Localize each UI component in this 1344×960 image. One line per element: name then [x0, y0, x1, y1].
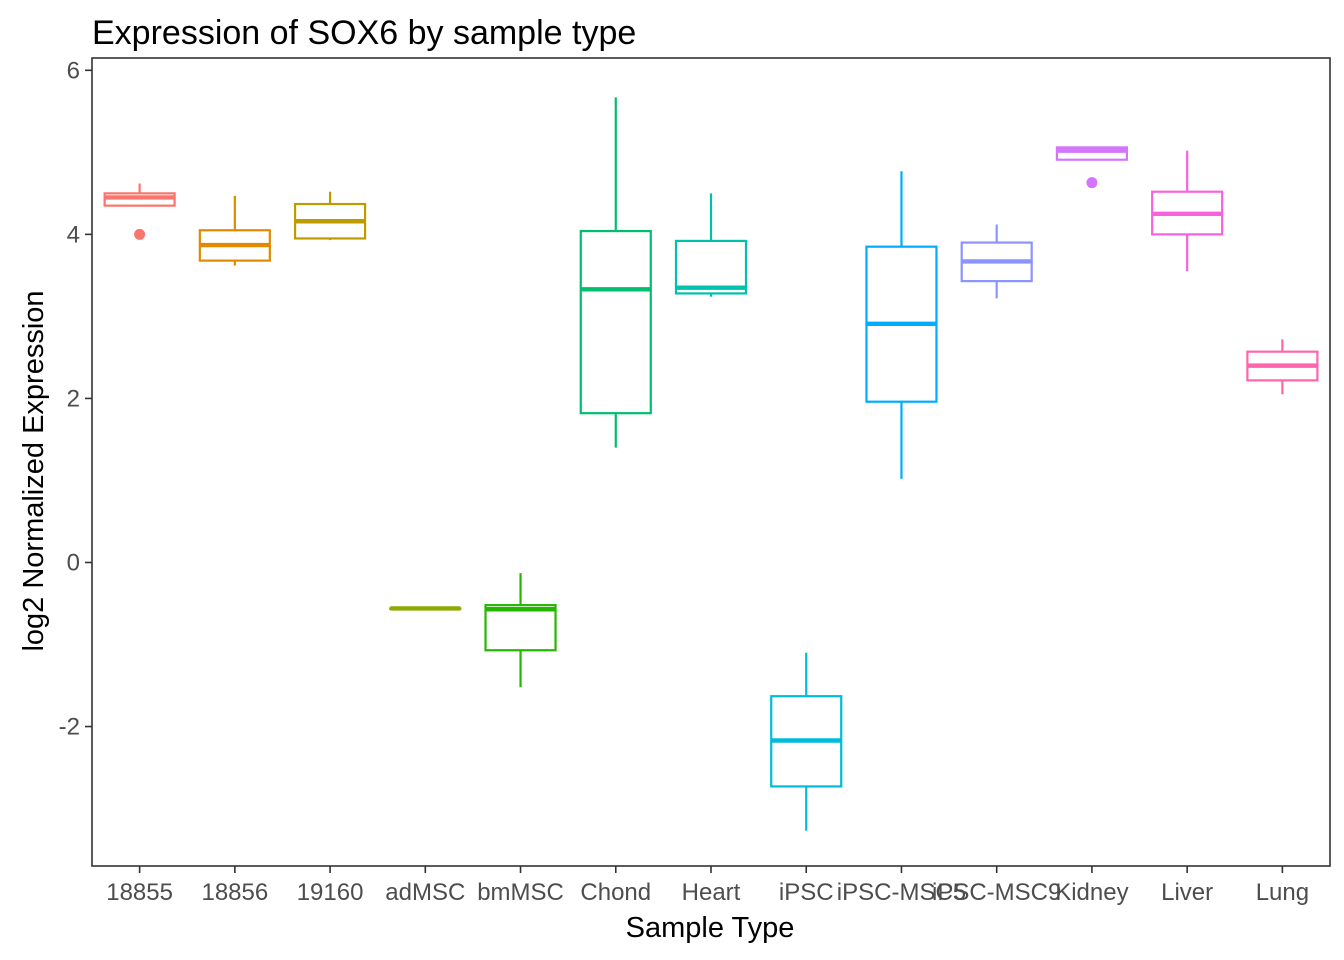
- box-group: [198, 195, 271, 266]
- box-group: [484, 573, 557, 688]
- x-tick-label: Kidney: [1055, 879, 1128, 906]
- x-tick-label: iPSC-MSC5: [837, 879, 966, 906]
- x-tick-label: bmMSC: [477, 879, 564, 906]
- x-tick-label: 18855: [106, 879, 173, 906]
- y-tick-label: 0: [67, 549, 80, 576]
- x-tick-label: 18856: [201, 879, 268, 906]
- x-tick-label: adMSC: [385, 879, 465, 906]
- y-tick-label: -2: [59, 714, 80, 741]
- x-tick-label: Chond: [580, 879, 651, 906]
- box-group: [865, 171, 938, 479]
- x-tick-label: iPSC: [779, 879, 834, 906]
- x-axis: 18855 18856 19160 adMSC bmMSC Chond Heart iPSC i…: [106, 866, 1309, 906]
- box-group: [1151, 150, 1224, 272]
- box-group: [103, 183, 176, 240]
- box-group: [389, 606, 462, 611]
- x-tick-label: Lung: [1256, 879, 1309, 906]
- y-tick-label: 6: [67, 57, 80, 84]
- box-group: [960, 224, 1033, 299]
- outlier-point: [134, 228, 146, 240]
- chart-title: Expression of SOX6 by sample type: [92, 14, 636, 52]
- box-group: [674, 193, 748, 297]
- box-group: [579, 97, 652, 448]
- y-tick-label: 2: [67, 385, 80, 412]
- box-body: [484, 604, 557, 652]
- box-group: [1055, 146, 1129, 189]
- outlier-point: [1086, 177, 1098, 189]
- x-tick-label: Heart: [682, 879, 741, 906]
- box-group: [293, 191, 367, 241]
- box-body: [674, 239, 748, 295]
- box-group: [1246, 339, 1319, 395]
- y-tick-label: 4: [67, 221, 80, 248]
- plot-area: [91, 57, 1331, 867]
- x-tick-label: iPSC-MSC9: [932, 879, 1061, 906]
- box-group: [770, 652, 843, 831]
- panel-border: [91, 57, 1331, 867]
- x-tick-label: 19160: [297, 879, 364, 906]
- y-axis-title: log2 Normalized Expression: [18, 290, 50, 651]
- box-body: [579, 229, 652, 415]
- y-axis: -2 0 2 4 6: [59, 57, 92, 741]
- x-tick-label: Liver: [1161, 879, 1213, 906]
- x-axis-title: Sample Type: [626, 912, 795, 944]
